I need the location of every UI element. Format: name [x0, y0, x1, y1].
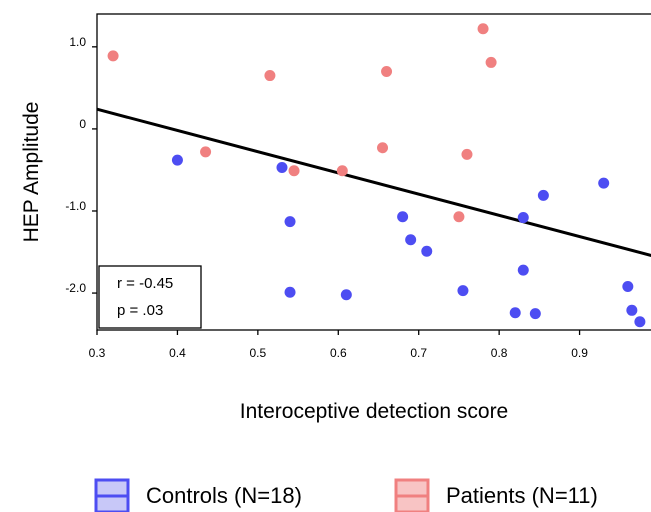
x-axis-title: Interoceptive detection score — [240, 400, 509, 423]
y-tick-label: -1.0 — [65, 199, 86, 213]
control-point — [171, 154, 183, 166]
control-point — [626, 304, 638, 316]
control-point — [405, 234, 417, 246]
control-point — [598, 177, 610, 189]
correlation-p-label: p = .03 — [117, 302, 163, 319]
patient-point — [288, 165, 300, 177]
control-point — [622, 280, 634, 292]
legend-item-patients: Patients (N=11) — [394, 478, 598, 512]
y-tick-label: 1.0 — [69, 35, 86, 49]
legend: Controls (N=18) Patients (N=11) — [94, 478, 598, 512]
control-point — [284, 216, 296, 228]
control-point — [517, 212, 529, 224]
control-point — [457, 285, 469, 297]
patient-point — [264, 70, 276, 82]
control-point — [340, 289, 352, 301]
control-point — [284, 286, 296, 298]
control-point — [397, 211, 409, 223]
patient-point — [377, 142, 389, 154]
control-point — [529, 308, 541, 320]
x-tick-label: 0.9 — [571, 346, 588, 360]
patient-point — [453, 211, 465, 223]
control-point — [421, 245, 433, 257]
x-tick-label: 0.6 — [330, 346, 347, 360]
x-tick-label: 0.8 — [491, 346, 508, 360]
legend-label-patients: Patients (N=11) — [446, 483, 598, 508]
patient-point — [200, 146, 212, 158]
patient-point — [107, 50, 119, 62]
correlation-r-label: r = -0.45 — [117, 275, 173, 292]
control-point — [537, 189, 549, 201]
y-axis-title: HEP Amplitude — [20, 102, 43, 243]
y-tick-label: -2.0 — [65, 281, 86, 295]
legend-item-controls: Controls (N=18) — [94, 478, 302, 512]
control-point — [276, 161, 288, 173]
stats-annotation: r = -0.45 p = .03 — [98, 265, 202, 329]
regression-line — [96, 107, 651, 257]
control-point — [634, 316, 646, 328]
stats-box — [98, 265, 202, 329]
control-point — [509, 307, 521, 319]
x-tick-label: 0.5 — [250, 346, 267, 360]
x-tick-label: 0.4 — [169, 346, 186, 360]
legend-label-controls: Controls (N=18) — [146, 483, 302, 508]
plot-frame — [96, 13, 651, 331]
patient-point — [336, 165, 348, 177]
patient-point — [461, 148, 473, 160]
patient-point — [485, 56, 497, 68]
y-tick-label: 0 — [79, 117, 86, 131]
x-tick-label: 0.3 — [89, 346, 106, 360]
x-tick-label: 0.7 — [410, 346, 427, 360]
patient-point — [381, 65, 393, 77]
control-point — [517, 264, 529, 276]
patient-point — [477, 23, 489, 35]
